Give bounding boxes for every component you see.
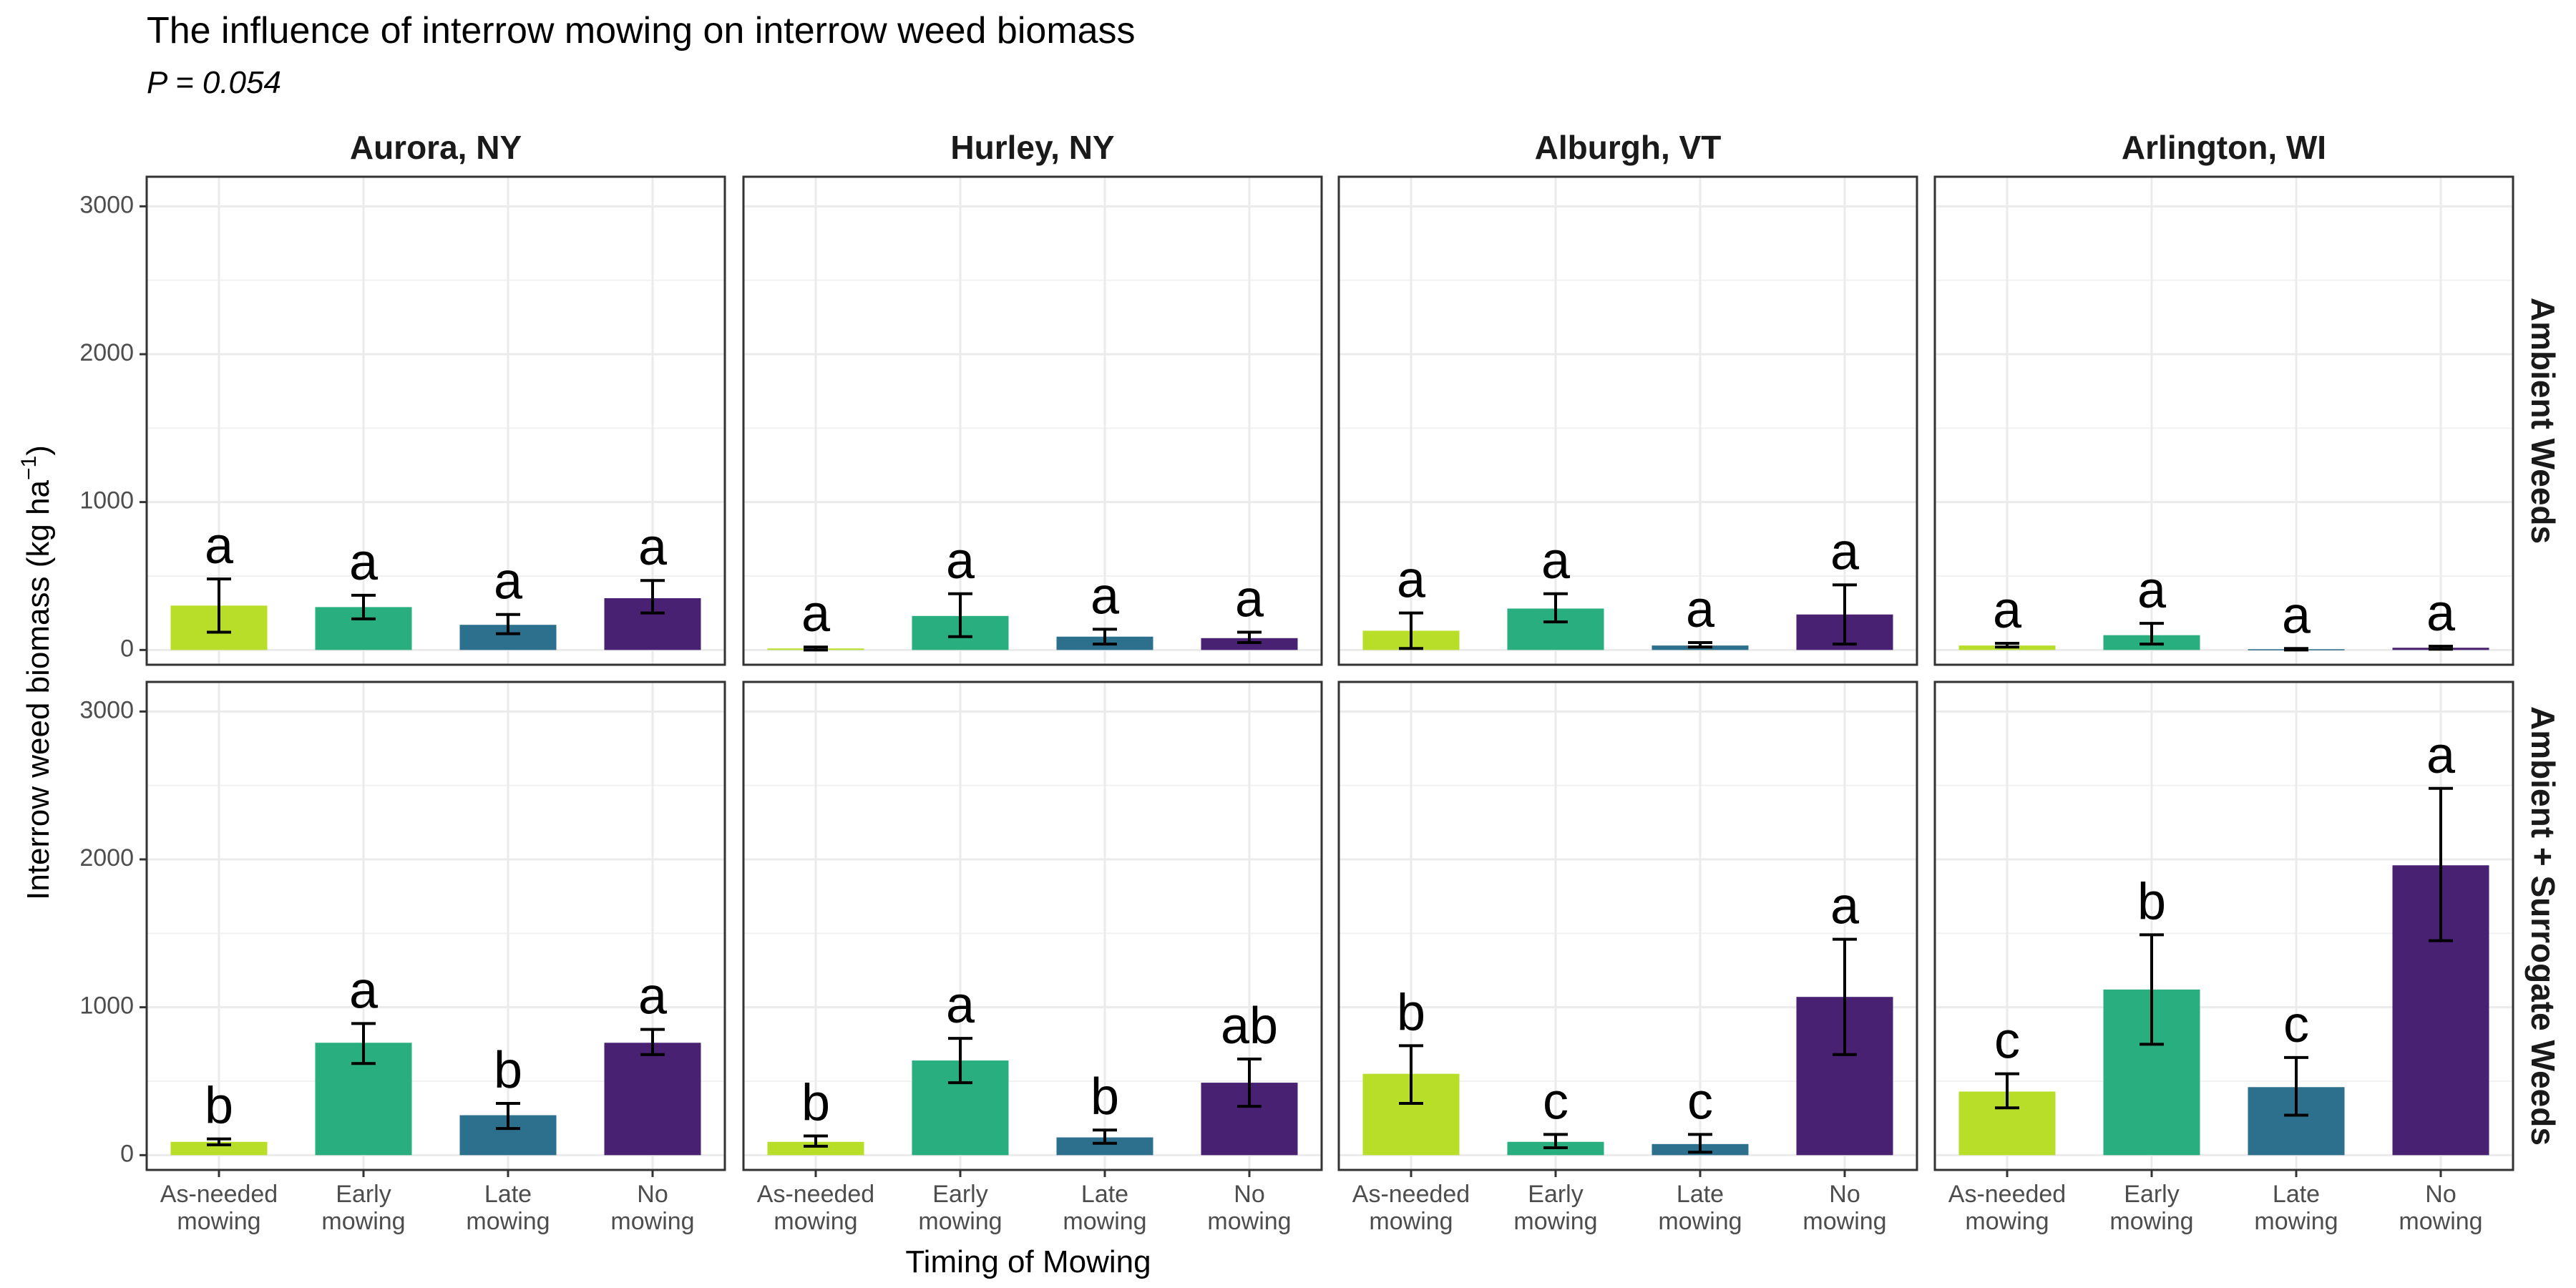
strip-label-ambient-weeds: Ambient Weeds	[2524, 298, 2562, 544]
significance-letter: a	[1686, 581, 1715, 638]
panel-arlington-wi-surrogate: c b c a As-needed mowing Early mowing Late mowing…	[1933, 680, 2514, 1235]
x-tick-label-early-mowing: Early mowing	[1513, 1181, 1597, 1235]
x-tick-label-as-needed-mowing: As-needed mowing	[757, 1181, 874, 1235]
bar-no-mowing	[604, 1043, 701, 1156]
significance-letter: a	[801, 585, 831, 643]
y-axis-label-close: )	[21, 445, 56, 456]
y-tick-label: 2000	[79, 844, 134, 872]
bar-as-needed-mowing	[767, 1141, 864, 1156]
significance-letter: a	[946, 977, 975, 1034]
significance-letter: b	[801, 1074, 830, 1131]
strip-label-alburgh-vt: Alburgh, VT	[1535, 129, 1722, 166]
y-tick-label: 2000	[79, 339, 134, 366]
y-tick-label: 1000	[79, 487, 134, 514]
significance-letter: c	[1994, 1013, 2020, 1070]
significance-letter: b	[494, 1042, 522, 1099]
strip-label-hurley-ny: Hurley, NY	[950, 129, 1114, 166]
significance-letter: ab	[1221, 997, 1278, 1055]
significance-letter: a	[1541, 532, 1571, 590]
significance-letter: a	[2282, 587, 2311, 644]
panel-alburgh-vt-ambient: a a a a	[1337, 175, 1918, 666]
panel-border	[1933, 175, 2514, 666]
x-tick-label-early-mowing: Early mowing	[2109, 1181, 2193, 1235]
y-axis-label-text: Interrow weed biomass (kg ha	[21, 479, 56, 899]
significance-letter: a	[494, 553, 523, 610]
x-tick-label-late-mowing: Late mowing	[1658, 1181, 1742, 1235]
significance-letter: a	[1397, 552, 1426, 609]
significance-letter: a	[205, 517, 234, 575]
panel-hurley-ny-ambient: aaa a	[742, 175, 1323, 666]
x-tick-label-no-mowing: No mowing	[1802, 1181, 1886, 1235]
chart-title: The influence of interrow mowing on inte…	[147, 10, 1136, 52]
strip-label-ambient-surrogate-weeds: Ambient + Surrogate Weeds	[2524, 706, 2562, 1146]
panel-border	[145, 680, 726, 1171]
significance-letter: a	[2426, 585, 2456, 642]
significance-letter: c	[1543, 1073, 1568, 1130]
y-tick-label: 0	[120, 1140, 134, 1167]
panel-border	[742, 175, 1323, 666]
significance-letter: a	[1091, 567, 1120, 625]
bar-as-needed-mowing	[170, 1141, 268, 1156]
x-tick-label-as-needed-mowing: As-needed mowing	[160, 1181, 278, 1235]
significance-letter: a	[2137, 562, 2167, 619]
panel-border	[145, 175, 726, 666]
significance-letter: a	[946, 532, 975, 590]
x-axis-label: Timing of Mowing	[905, 1244, 1151, 1279]
y-tick-label: 1000	[79, 992, 134, 1020]
panel-border	[742, 680, 1323, 1171]
x-tick-label-early-mowing: Early mowing	[321, 1181, 405, 1235]
panel-border	[1337, 680, 1918, 1171]
significance-letter: b	[1091, 1068, 1119, 1126]
bar-no-mowing	[1201, 638, 1298, 650]
y-tick-label: 3000	[79, 696, 134, 723]
strip-label-aurora-ny: Aurora, NY	[350, 129, 522, 166]
panel-border	[1933, 680, 2514, 1171]
x-tick-label-late-mowing: Late mowing	[1063, 1181, 1146, 1235]
x-tick-label-early-mowing: Early mowing	[918, 1181, 1002, 1235]
significance-letter: c	[1687, 1073, 1713, 1130]
x-tick-label-no-mowing: No mowing	[1207, 1181, 1291, 1235]
significance-letter: a	[1830, 878, 1860, 935]
y-tick-label: 0	[120, 635, 134, 662]
significance-letter: a	[638, 968, 668, 1025]
x-tick-label-late-mowing: Late mowing	[466, 1181, 550, 1235]
chart-panels: Aurora, NY Hurley, NY Alburgh, VT Arlington…	[79, 129, 2561, 1235]
x-tick-label-as-needed-mowing: As-needed mowing	[1948, 1181, 2066, 1235]
significance-letter: b	[1397, 984, 1425, 1041]
significance-letter: b	[205, 1078, 233, 1135]
y-tick-label: 3000	[79, 191, 134, 218]
x-tick-label-no-mowing: No mowing	[2399, 1181, 2482, 1235]
y-axis-label-superscript: −1	[17, 456, 41, 480]
significance-letter: b	[2137, 873, 2166, 930]
significance-letter: c	[2283, 996, 2309, 1053]
significance-letter: a	[638, 519, 668, 576]
x-tick-label-late-mowing: Late mowing	[2254, 1181, 2338, 1235]
chart-subtitle: P = 0.054	[147, 65, 281, 100]
significance-letter: a	[349, 962, 379, 1019]
significance-letter: a	[1830, 523, 1860, 580]
strip-label-arlington-wi: Arlington, WI	[2122, 129, 2326, 166]
panel-aurora-ny-surrogate: b a b a 0 1000 2000 3000 As-needed mowing Early mow…	[79, 680, 726, 1235]
significance-letter: a	[349, 534, 379, 591]
x-tick-label-no-mowing: No mowing	[610, 1181, 694, 1235]
x-tick-label-as-needed-mowing: As-needed mowing	[1352, 1181, 1470, 1235]
significance-letter: a	[1235, 571, 1264, 628]
panel-aurora-ny-ambient: a a a a 0 1000 2000 3000	[79, 175, 726, 666]
panel-alburgh-vt-surrogate: b c c a As-needed mowing Early mowing Late mowing…	[1337, 680, 1918, 1235]
significance-letter: a	[1993, 582, 2022, 639]
panel-border	[1337, 175, 1918, 666]
significance-letter: a	[2426, 727, 2456, 784]
y-axis-label: Interrow weed biomass (kg ha−1)	[17, 445, 56, 900]
